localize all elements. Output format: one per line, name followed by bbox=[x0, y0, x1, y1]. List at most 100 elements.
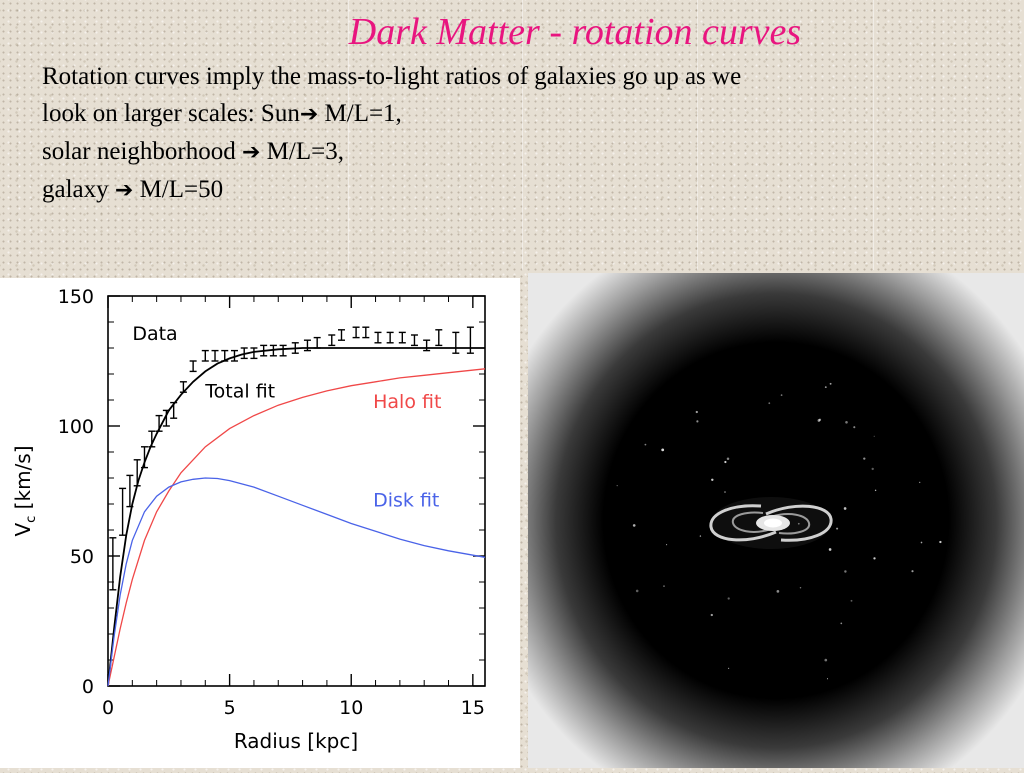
star bbox=[920, 541, 923, 544]
star bbox=[844, 570, 847, 573]
y-tick-label: 0 bbox=[82, 676, 94, 698]
x-tick-label: 0 bbox=[102, 697, 114, 719]
star bbox=[635, 589, 639, 593]
data-point bbox=[155, 414, 163, 432]
star bbox=[710, 613, 713, 617]
series-label: Data bbox=[132, 323, 177, 345]
y-axis-symbol: V bbox=[11, 523, 35, 537]
star bbox=[828, 548, 832, 551]
data-point bbox=[410, 334, 418, 347]
data-point bbox=[179, 381, 187, 393]
data-point bbox=[230, 349, 238, 362]
y-tick-label: 50 bbox=[70, 546, 94, 568]
body-line-2: look on larger scales: Sun➔ M/L=1, bbox=[42, 95, 1012, 133]
arrow-right-icon: ➔ bbox=[114, 178, 134, 203]
data-point bbox=[119, 487, 127, 536]
star bbox=[845, 421, 848, 424]
data-point bbox=[269, 344, 277, 357]
data-point bbox=[133, 459, 141, 487]
star bbox=[727, 667, 730, 670]
body-line-1: Rotation curves imply the mass-to-light … bbox=[42, 58, 1012, 95]
body-text: Rotation curves imply the mass-to-light … bbox=[42, 58, 1012, 209]
star bbox=[840, 622, 843, 625]
spiral-arm bbox=[709, 504, 777, 542]
chart-labels: Data Total fit Halo fit Disk fit bbox=[132, 323, 441, 511]
y-axis-subscript: c bbox=[24, 516, 39, 523]
spiral-arm bbox=[765, 504, 833, 542]
star bbox=[776, 590, 780, 593]
star bbox=[699, 535, 702, 537]
data-point bbox=[109, 537, 117, 591]
data-point bbox=[337, 329, 345, 341]
series-label: Halo fit bbox=[373, 391, 441, 413]
data-point bbox=[148, 430, 156, 448]
spiral-galaxy-icon bbox=[616, 382, 942, 680]
background-rule bbox=[873, 0, 874, 270]
x-axis-label: Radius [kpc] bbox=[234, 729, 358, 753]
star bbox=[797, 522, 800, 525]
data-point bbox=[435, 329, 443, 347]
star bbox=[939, 540, 942, 544]
body-line-4: galaxy ➔ M/L=50 bbox=[42, 171, 1012, 209]
background-rule bbox=[522, 0, 523, 270]
data-points bbox=[109, 326, 474, 591]
star bbox=[871, 467, 874, 471]
star bbox=[918, 481, 921, 484]
star bbox=[843, 507, 847, 510]
y-tick-label: 100 bbox=[58, 416, 94, 438]
star bbox=[711, 478, 714, 482]
series-label: Disk fit bbox=[373, 490, 439, 512]
data-point bbox=[328, 334, 336, 347]
body-text-segment: Rotation curves imply the mass-to-light … bbox=[42, 63, 742, 90]
data-point bbox=[452, 331, 460, 354]
arrow-right-icon: ➔ bbox=[241, 140, 261, 165]
star bbox=[911, 570, 914, 573]
star bbox=[724, 460, 727, 464]
star bbox=[818, 418, 822, 421]
star bbox=[836, 527, 839, 530]
star bbox=[616, 484, 618, 487]
data-point bbox=[240, 347, 248, 360]
star bbox=[780, 394, 783, 396]
star bbox=[666, 544, 668, 546]
data-point bbox=[398, 331, 406, 344]
galaxy-image bbox=[528, 273, 1024, 768]
star-field bbox=[616, 382, 942, 680]
background-rule bbox=[697, 0, 698, 270]
data-point bbox=[423, 339, 431, 352]
arrow-right-icon: ➔ bbox=[299, 102, 319, 127]
star bbox=[873, 435, 875, 437]
y-tick-label: 150 bbox=[58, 286, 94, 308]
star bbox=[874, 489, 877, 492]
body-line-3: solar neighborhood ➔ M/L=3, bbox=[42, 133, 1012, 171]
data-point bbox=[362, 326, 370, 339]
y-axis-label-text: Vc [km/s] bbox=[11, 445, 39, 536]
star bbox=[724, 491, 726, 493]
data-point bbox=[170, 401, 178, 419]
data-point bbox=[140, 446, 148, 469]
data-point bbox=[221, 349, 229, 362]
body-text-segment: M/L=1, bbox=[318, 100, 402, 127]
star bbox=[826, 678, 829, 680]
star bbox=[663, 585, 665, 587]
y-axis-unit: [km/s] bbox=[11, 445, 35, 515]
series-label: Total fit bbox=[204, 380, 275, 402]
data-point bbox=[260, 344, 268, 357]
data-point bbox=[250, 347, 258, 360]
star bbox=[829, 382, 832, 385]
data-point bbox=[352, 326, 360, 339]
star bbox=[726, 457, 730, 461]
body-text-segment: galaxy bbox=[42, 176, 115, 203]
data-point bbox=[279, 344, 287, 357]
data-point bbox=[374, 331, 382, 344]
star bbox=[873, 557, 876, 560]
body-text-segment: solar neighborhood bbox=[42, 138, 242, 165]
body-text-segment: M/L=3, bbox=[260, 138, 344, 165]
data-point bbox=[386, 331, 394, 344]
x-tick-label: 5 bbox=[224, 697, 236, 719]
star bbox=[799, 587, 802, 589]
body-text-segment: M/L=50 bbox=[133, 176, 224, 203]
star bbox=[644, 443, 647, 446]
